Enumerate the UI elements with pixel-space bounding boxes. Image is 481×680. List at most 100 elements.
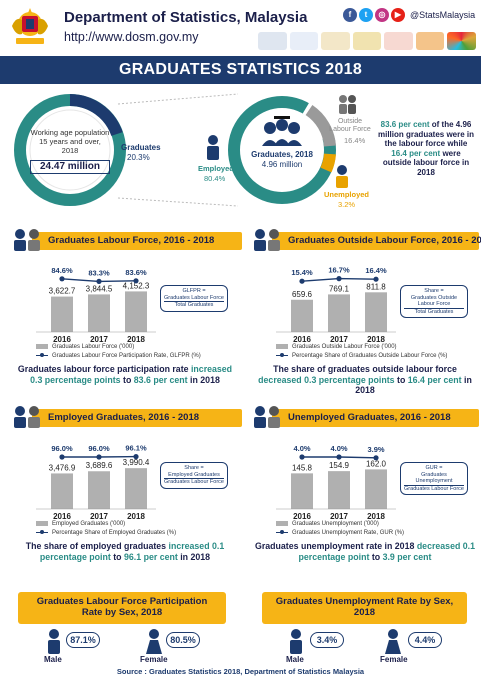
malaysia-crest-icon bbox=[12, 8, 48, 44]
glfpr-male-label: Male bbox=[44, 655, 62, 664]
rate-point bbox=[373, 455, 379, 461]
youtube-icon[interactable]: ▶ bbox=[391, 8, 405, 22]
connector-line bbox=[117, 93, 239, 105]
bar-value-label: 162.0 bbox=[366, 459, 387, 468]
bar-2018 bbox=[125, 291, 147, 332]
rate-point bbox=[373, 276, 379, 282]
bar-2016 bbox=[51, 473, 73, 509]
working-age-label: Working age population 15 years and over… bbox=[30, 128, 110, 155]
outside-labour-pct: 16.4% bbox=[344, 136, 366, 145]
logo-4 bbox=[352, 32, 382, 50]
section-bar-employed bbox=[32, 409, 242, 427]
employed-arc bbox=[228, 96, 336, 204]
category-label: 2018 bbox=[127, 512, 145, 521]
legend-bar-labour-force: Graduates Labour Force ('000) bbox=[36, 344, 134, 350]
rate-point bbox=[299, 278, 305, 284]
section-title-employed: Employed Graduates, 2016 - 2018 bbox=[48, 412, 200, 423]
bar-2018 bbox=[125, 468, 147, 509]
legend-bar-unemployed: Graduates Unemployment ('000) bbox=[276, 521, 379, 527]
formula-box-labour-force: GLFPR = Graduates Labour Force Total Grad… bbox=[160, 285, 228, 312]
bar-2016 bbox=[291, 473, 313, 509]
rate-label: 4.0% bbox=[330, 444, 347, 453]
unemployed-person-icon bbox=[336, 165, 348, 188]
category-label: 2017 bbox=[330, 335, 348, 344]
bar-2016 bbox=[51, 296, 73, 332]
bar-2017 bbox=[328, 294, 350, 332]
bar-2018 bbox=[365, 292, 387, 332]
rate-label: 3.9% bbox=[367, 445, 384, 454]
legend-bar-employed: Employed Graduates ('000) bbox=[36, 521, 125, 527]
section-title-outside-labour-force: Graduates Outside Labour Force, 2016 - 2… bbox=[288, 235, 481, 246]
section-icon-unemployed bbox=[254, 406, 280, 428]
legend-line-unemployed: Graduates Unemployment Rate, GUR (%) bbox=[276, 529, 404, 536]
rate-point bbox=[59, 276, 65, 282]
logo-6 bbox=[415, 32, 445, 50]
bar-value-label: 3,622.7 bbox=[49, 287, 76, 296]
logo-3 bbox=[321, 32, 350, 50]
bar-value-label: 4,152.3 bbox=[123, 281, 150, 290]
section-bar-outside-labour-force bbox=[272, 232, 479, 250]
graduates-2018-value: 4.96 million bbox=[261, 160, 303, 169]
gur-by-sex-title: Graduates Unemployment Rate by Sex, 2018 bbox=[275, 596, 454, 619]
bar-value-label: 3,844.5 bbox=[86, 284, 113, 293]
rate-label: 15.4% bbox=[291, 268, 313, 277]
rate-label: 16.4% bbox=[365, 266, 387, 275]
unemployed-pct: 3.2% bbox=[338, 200, 356, 209]
bar-value-label: 3,689.6 bbox=[86, 461, 113, 470]
category-label: 2016 bbox=[53, 512, 71, 521]
bar-value-label: 3,990.4 bbox=[123, 458, 150, 467]
summary-unemployed: Graduates unemployment rate in 2018 decr… bbox=[254, 541, 476, 562]
rate-point bbox=[96, 454, 102, 460]
employed-label: Employed bbox=[198, 164, 234, 173]
bar-2018 bbox=[365, 469, 387, 509]
partner-logos bbox=[258, 32, 477, 52]
section-icon-outside-labour-force bbox=[254, 229, 280, 251]
legend-bar-outside-labour-force: Graduates Outside Labour Force ('000) bbox=[276, 344, 397, 350]
twitter-icon[interactable]: t bbox=[359, 8, 373, 22]
bar-value-label: 769.1 bbox=[329, 284, 350, 293]
unemployed-arc bbox=[320, 153, 336, 173]
bar-value-label: 154.9 bbox=[329, 461, 350, 470]
category-label: 2017 bbox=[90, 512, 108, 521]
header: Department of Statistics, Malaysia http:… bbox=[0, 0, 481, 54]
female-icon bbox=[385, 629, 401, 654]
formula-box-employed: Share = Employed Graduates Graduates Labo… bbox=[160, 462, 228, 489]
employed-pct: 80.4% bbox=[204, 174, 226, 183]
overview-graphic bbox=[14, 93, 356, 207]
section-bar-unemployed bbox=[272, 409, 479, 427]
bar-value-label: 3,476.9 bbox=[49, 463, 76, 472]
rate-point bbox=[133, 278, 139, 284]
category-label: 2018 bbox=[367, 512, 385, 521]
rate-point bbox=[59, 454, 65, 460]
legend-line-employed: Percentage Share of Employed Graduates (… bbox=[36, 529, 176, 536]
glfpr-by-sex-box bbox=[18, 592, 226, 624]
outside-labour-label: Outside Labour Force bbox=[329, 118, 371, 134]
summary-labour-force: Graduates labour force participation rat… bbox=[17, 364, 233, 385]
legend-line-outside-labour-force: Percentage Share of Graduates Outside La… bbox=[276, 352, 447, 359]
social-links: f t ◎ ▶ @StatsMalaysia bbox=[343, 8, 475, 22]
rate-point bbox=[336, 276, 342, 282]
rate-label: 96.1% bbox=[125, 444, 147, 453]
category-label: 2018 bbox=[367, 335, 385, 344]
gur-female-value: 4.4% bbox=[408, 632, 442, 648]
website-link[interactable]: http://www.dosm.gov.my bbox=[64, 30, 199, 44]
gur-female-label: Female bbox=[380, 655, 408, 664]
working-age-value: 24.47 million bbox=[39, 161, 101, 172]
chart-outside-labour-force: 659.6 2016 769.1 2017 811.8 2018 15.4% 16.7% 16.… bbox=[276, 266, 396, 344]
gur-by-sex-box bbox=[262, 592, 467, 624]
chart-labour-force: 3,622.7 2016 3,844.5 2017 4,152.3 2018 84.6% 83… bbox=[36, 266, 156, 344]
instagram-icon[interactable]: ◎ bbox=[375, 8, 389, 22]
section-bar-labour-force bbox=[32, 232, 242, 250]
outside-labour-persons-icon bbox=[339, 95, 356, 114]
rate-label: 83.3% bbox=[88, 268, 110, 277]
category-label: 2017 bbox=[330, 512, 348, 521]
bar-2017 bbox=[88, 471, 110, 509]
bar-2017 bbox=[328, 471, 350, 509]
facebook-icon[interactable]: f bbox=[343, 8, 357, 22]
rate-label: 84.6% bbox=[51, 266, 73, 275]
overview-statement: 83.6 per cent of the 4.96 million gradua… bbox=[377, 120, 475, 177]
graduates-label: Graduates bbox=[121, 143, 161, 152]
bar-value-label: 145.8 bbox=[292, 463, 313, 472]
category-label: 2016 bbox=[293, 512, 311, 521]
sex-icons bbox=[48, 629, 401, 654]
